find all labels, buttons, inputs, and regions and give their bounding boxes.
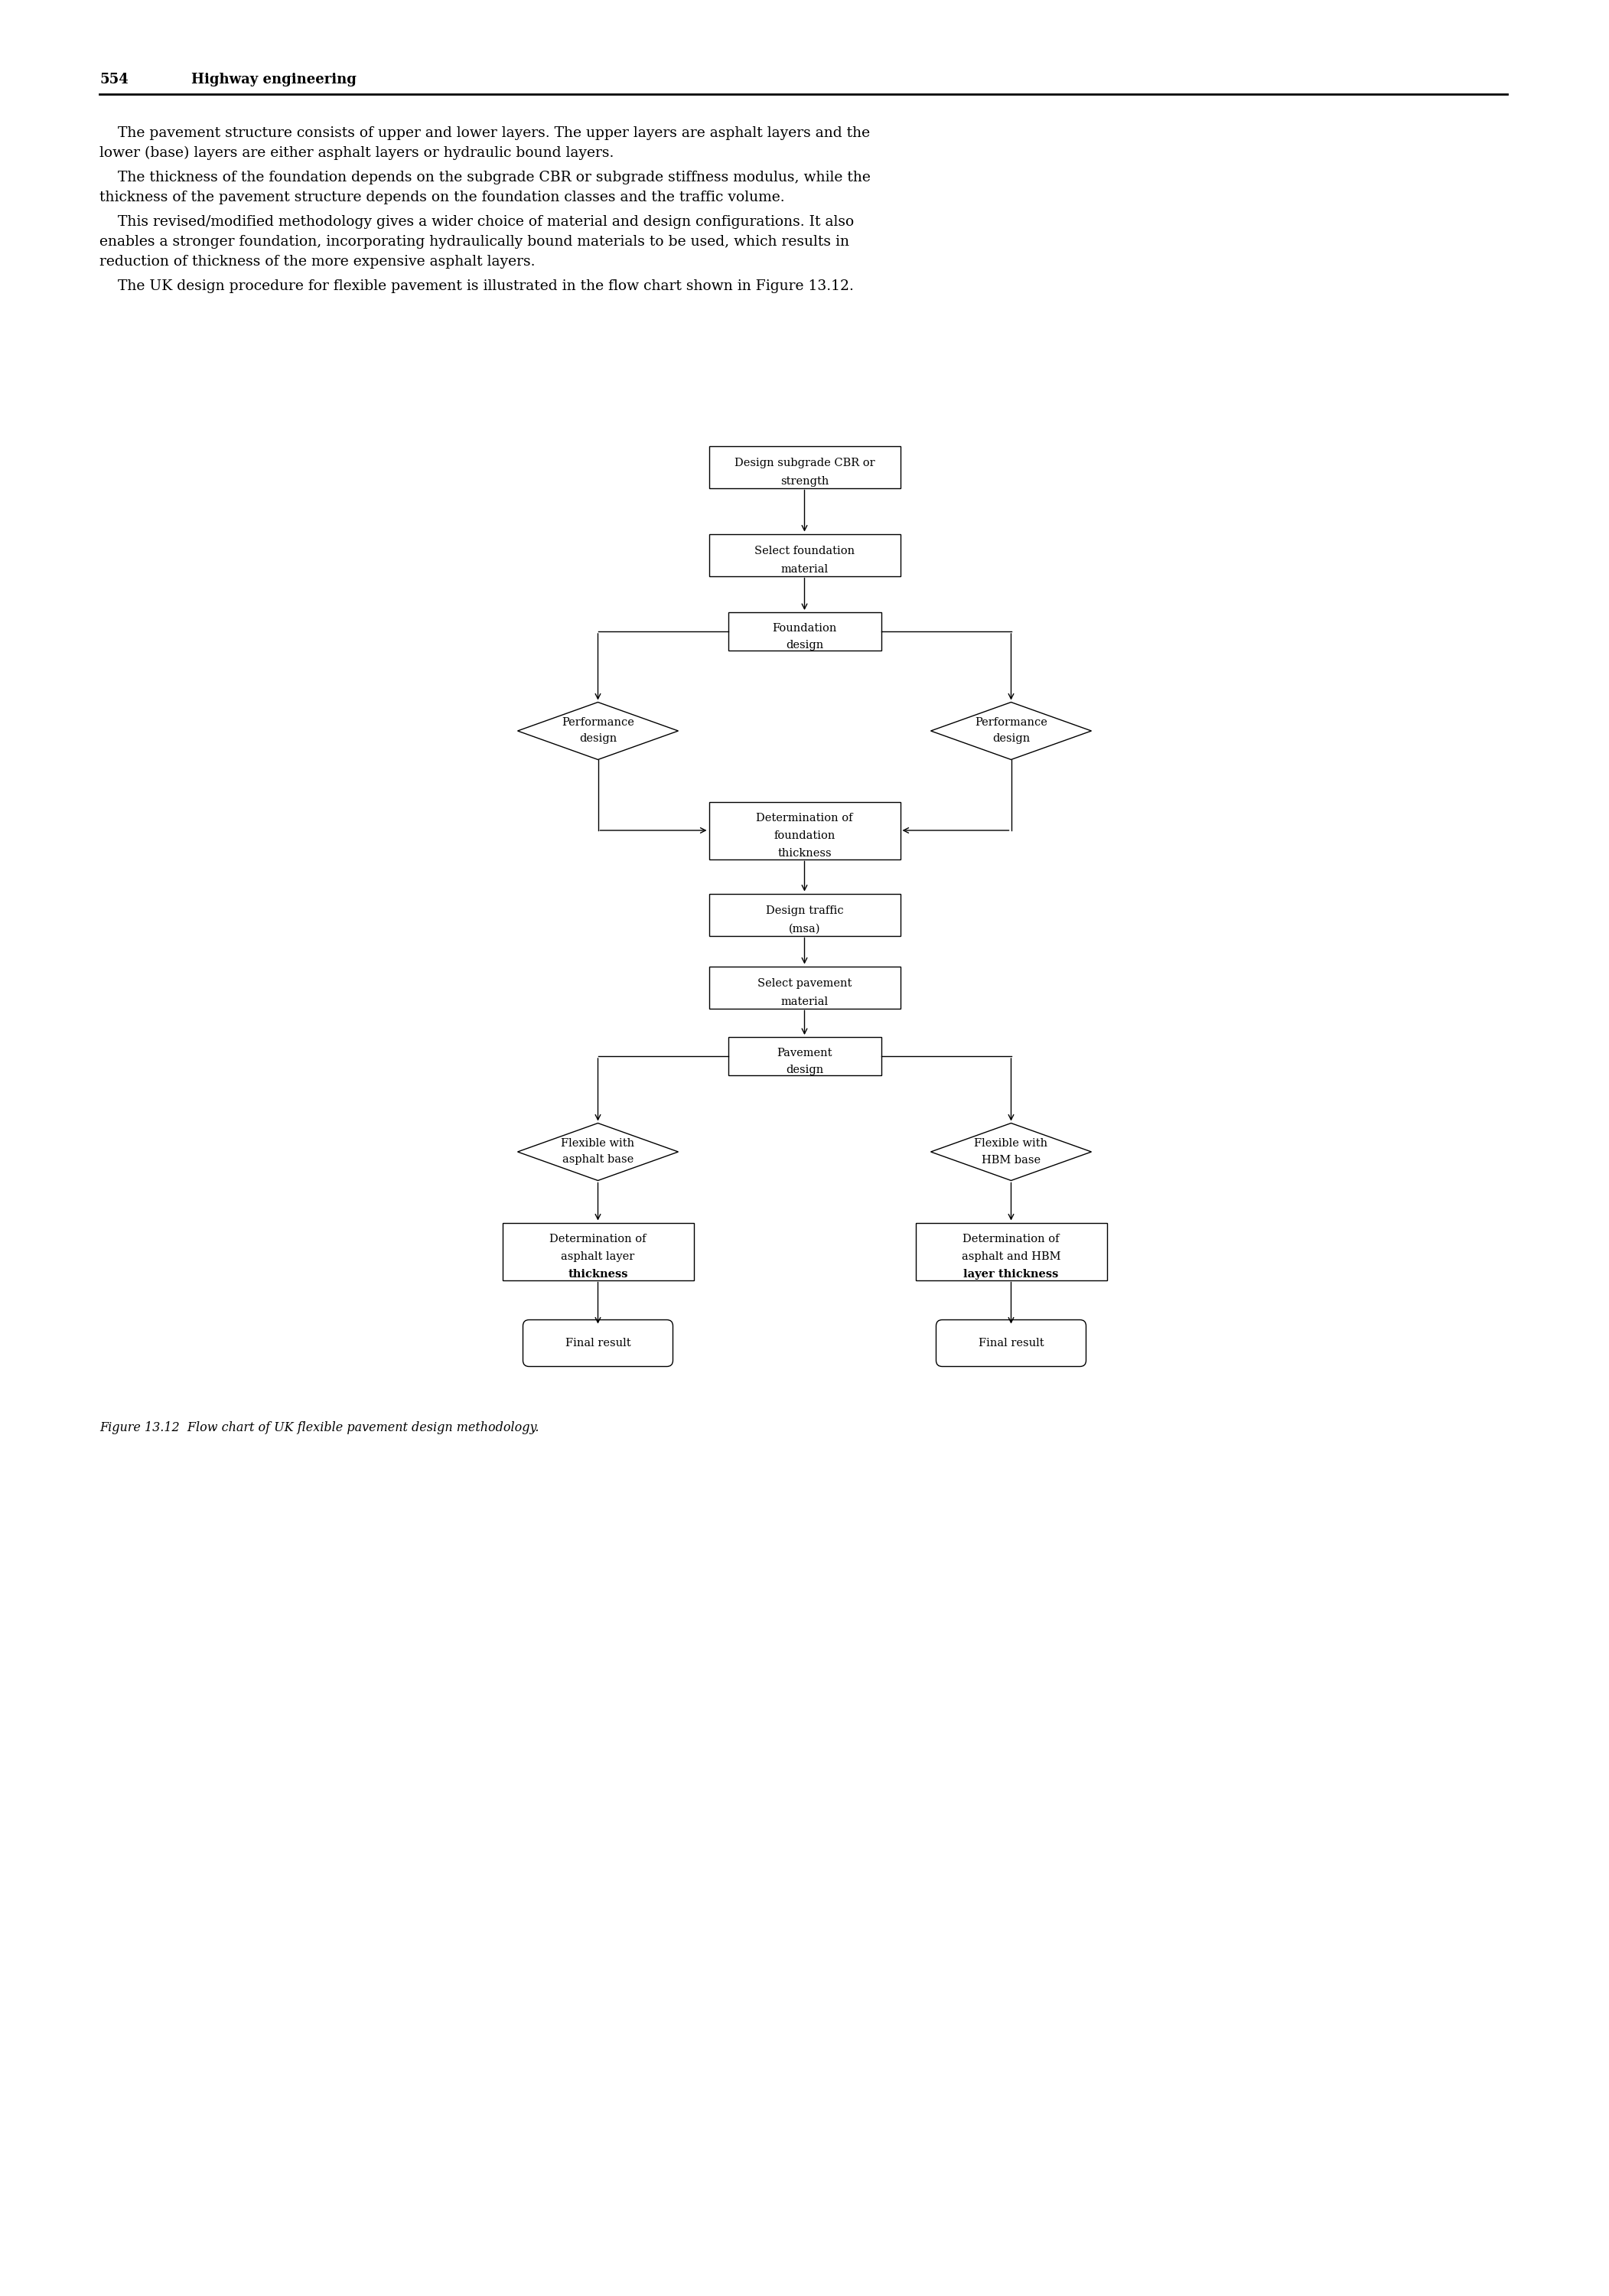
Text: design: design	[993, 735, 1030, 744]
Text: Flexible with: Flexible with	[975, 1139, 1047, 1148]
Text: design: design	[785, 641, 824, 650]
FancyBboxPatch shape	[502, 1221, 693, 1281]
Text: reduction of thickness of the more expensive asphalt layers.: reduction of thickness of the more expen…	[100, 255, 536, 269]
Text: The thickness of the foundation depends on the subgrade CBR or subgrade stiffnes: The thickness of the foundation depends …	[100, 170, 870, 184]
Text: Performance: Performance	[562, 716, 634, 728]
FancyBboxPatch shape	[727, 613, 882, 650]
Text: strength: strength	[780, 475, 829, 487]
Text: Determination of: Determination of	[962, 1233, 1059, 1244]
Text: Determination of: Determination of	[756, 813, 853, 824]
Text: design: design	[785, 1065, 824, 1075]
Text: The pavement structure consists of upper and lower layers. The upper layers are : The pavement structure consists of upper…	[100, 126, 870, 140]
Text: Select pavement: Select pavement	[758, 978, 851, 990]
Text: (msa): (msa)	[788, 923, 821, 934]
Polygon shape	[930, 1123, 1091, 1180]
Text: 554: 554	[100, 73, 129, 87]
Text: Design subgrade CBR or: Design subgrade CBR or	[734, 457, 875, 468]
FancyBboxPatch shape	[916, 1221, 1107, 1281]
Text: layer thickness: layer thickness	[964, 1270, 1059, 1279]
Text: lower (base) layers are either asphalt layers or hydraulic bound layers.: lower (base) layers are either asphalt l…	[100, 147, 615, 161]
Text: foundation: foundation	[774, 831, 835, 840]
Text: Determination of: Determination of	[550, 1233, 647, 1244]
FancyBboxPatch shape	[710, 535, 899, 576]
FancyBboxPatch shape	[727, 1038, 882, 1075]
Text: This revised/modified methodology gives a wider choice of material and design co: This revised/modified methodology gives …	[100, 216, 854, 230]
Text: Highway engineering: Highway engineering	[191, 73, 357, 87]
FancyBboxPatch shape	[936, 1320, 1086, 1366]
Text: Foundation: Foundation	[772, 622, 837, 634]
Text: Select foundation: Select foundation	[755, 546, 854, 556]
Text: thickness: thickness	[777, 847, 832, 859]
Text: Performance: Performance	[975, 716, 1047, 728]
Text: Pavement: Pavement	[777, 1047, 832, 1058]
Text: Final result: Final result	[565, 1339, 631, 1348]
Text: enables a stronger foundation, incorporating hydraulically bound materials to be: enables a stronger foundation, incorpora…	[100, 234, 850, 248]
Text: asphalt layer: asphalt layer	[562, 1251, 634, 1263]
Text: The UK design procedure for flexible pavement is illustrated in the flow chart s: The UK design procedure for flexible pav…	[100, 280, 854, 294]
FancyBboxPatch shape	[710, 893, 899, 937]
Text: HBM base: HBM base	[981, 1155, 1041, 1166]
Text: Flexible with: Flexible with	[562, 1139, 634, 1148]
Text: asphalt base: asphalt base	[562, 1155, 634, 1166]
FancyBboxPatch shape	[710, 967, 899, 1008]
Polygon shape	[930, 703, 1091, 760]
FancyBboxPatch shape	[710, 801, 899, 859]
Polygon shape	[518, 1123, 679, 1180]
Text: design: design	[579, 735, 616, 744]
FancyBboxPatch shape	[710, 445, 899, 489]
Text: Design traffic: Design traffic	[766, 905, 843, 916]
Text: Final result: Final result	[978, 1339, 1044, 1348]
FancyBboxPatch shape	[523, 1320, 673, 1366]
Text: Figure 13.12  Flow chart of UK flexible pavement design methodology.: Figure 13.12 Flow chart of UK flexible p…	[100, 1421, 539, 1435]
Text: thickness of the pavement structure depends on the foundation classes and the tr: thickness of the pavement structure depe…	[100, 191, 785, 204]
Text: material: material	[780, 996, 829, 1008]
Text: thickness: thickness	[568, 1270, 628, 1279]
Polygon shape	[518, 703, 679, 760]
Text: material: material	[780, 565, 829, 574]
Text: asphalt and HBM: asphalt and HBM	[962, 1251, 1060, 1263]
